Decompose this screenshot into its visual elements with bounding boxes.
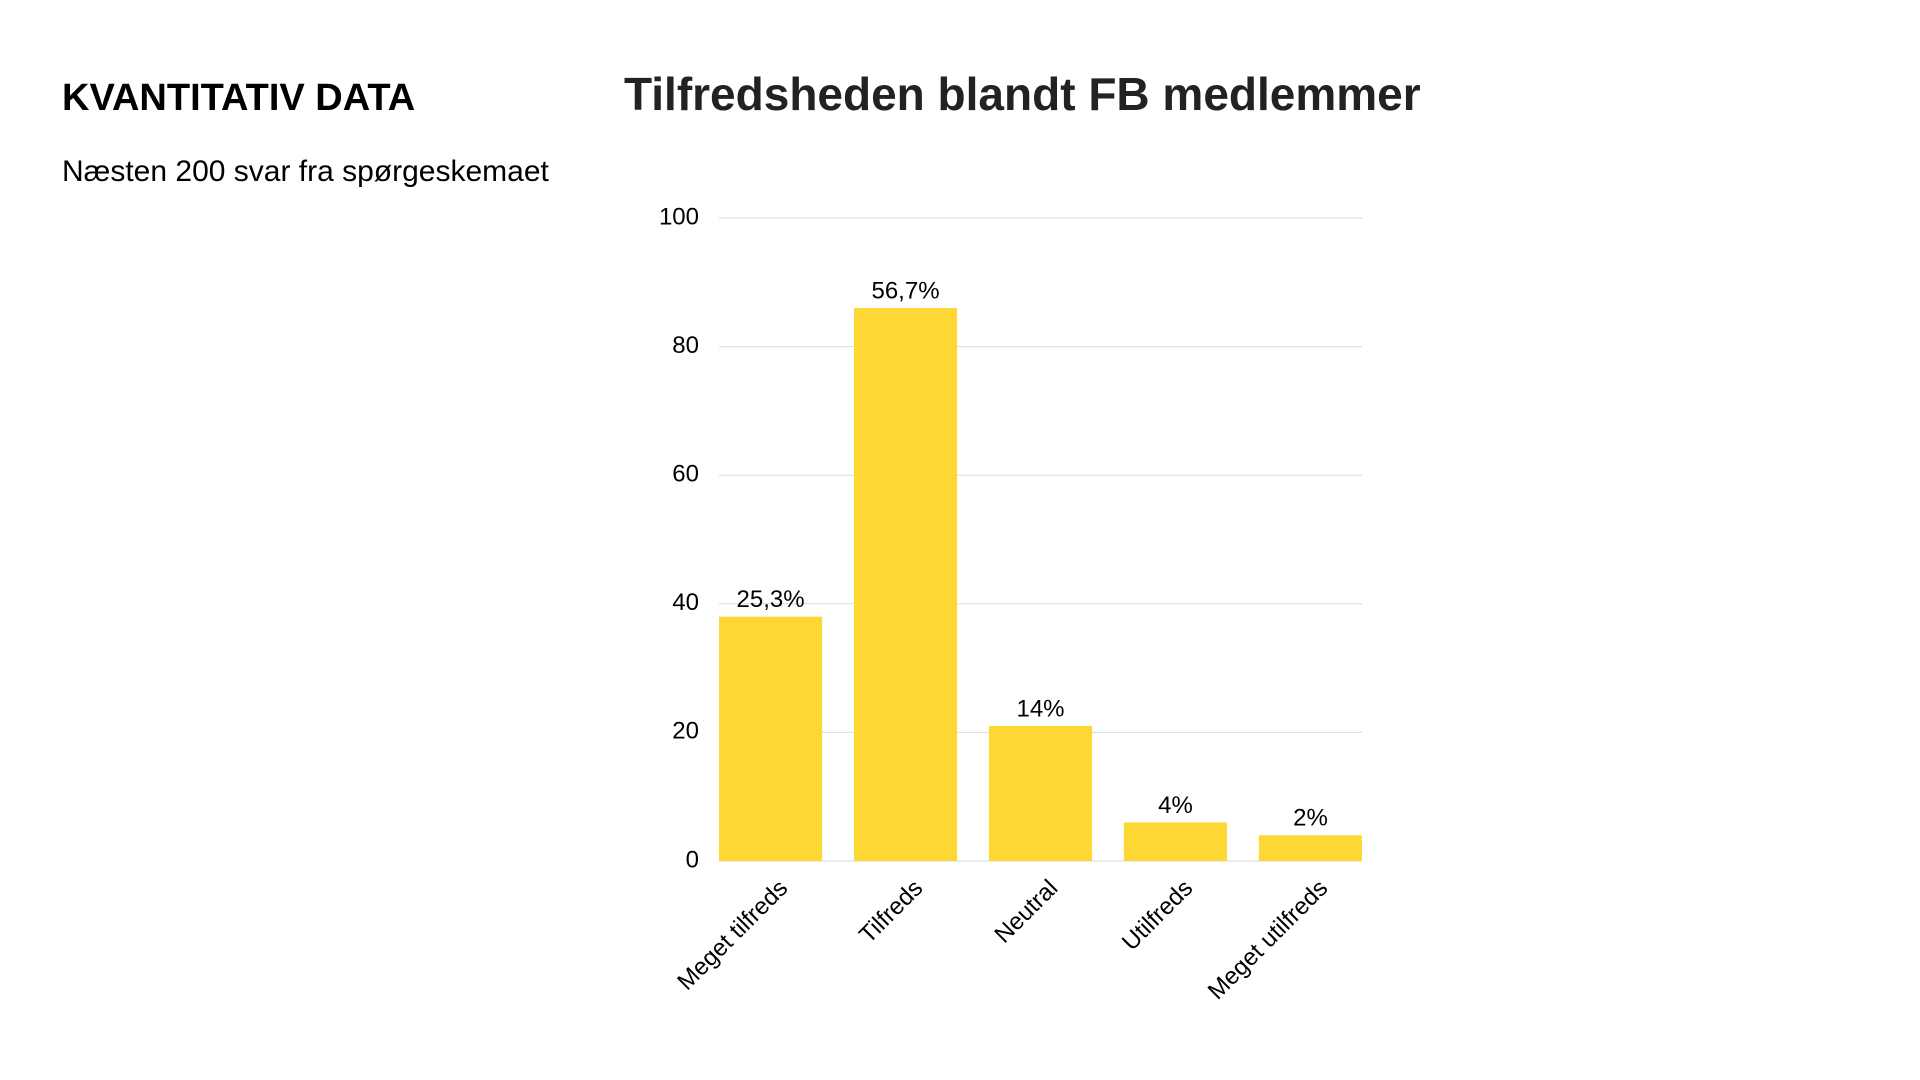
x-tick-label: Utilfreds bbox=[1117, 875, 1198, 956]
y-tick-label: 20 bbox=[672, 718, 699, 745]
x-tick-label: Meget tilfreds bbox=[672, 875, 793, 996]
chart-title: Tilfredsheden blandt FB medlemmer bbox=[624, 68, 1421, 120]
value-label: 4% bbox=[1158, 792, 1193, 819]
bar bbox=[988, 725, 1093, 861]
y-tick-label: 80 bbox=[672, 332, 699, 359]
value-label: 14% bbox=[1016, 695, 1064, 722]
bar bbox=[853, 308, 958, 861]
value-label: 2% bbox=[1293, 805, 1328, 832]
y-tick-label: 40 bbox=[672, 589, 699, 616]
heading: KVANTITATIV DATA bbox=[62, 77, 415, 119]
bar bbox=[1258, 835, 1362, 861]
x-tick-label: Meget utilfreds bbox=[1203, 875, 1333, 1005]
y-tick-label: 60 bbox=[672, 461, 699, 488]
value-label: 25,3% bbox=[737, 586, 805, 613]
bar bbox=[719, 616, 823, 861]
y-tick-label: 100 bbox=[659, 203, 699, 230]
subheading: Næsten 200 svar fra spørgeskemaet bbox=[62, 155, 550, 188]
value-label: 56,7% bbox=[871, 277, 939, 304]
y-tick-label: 0 bbox=[686, 846, 699, 873]
x-tick-label: Tilfreds bbox=[854, 875, 928, 949]
x-tick-label: Neutral bbox=[989, 875, 1063, 949]
bar bbox=[1123, 822, 1228, 861]
